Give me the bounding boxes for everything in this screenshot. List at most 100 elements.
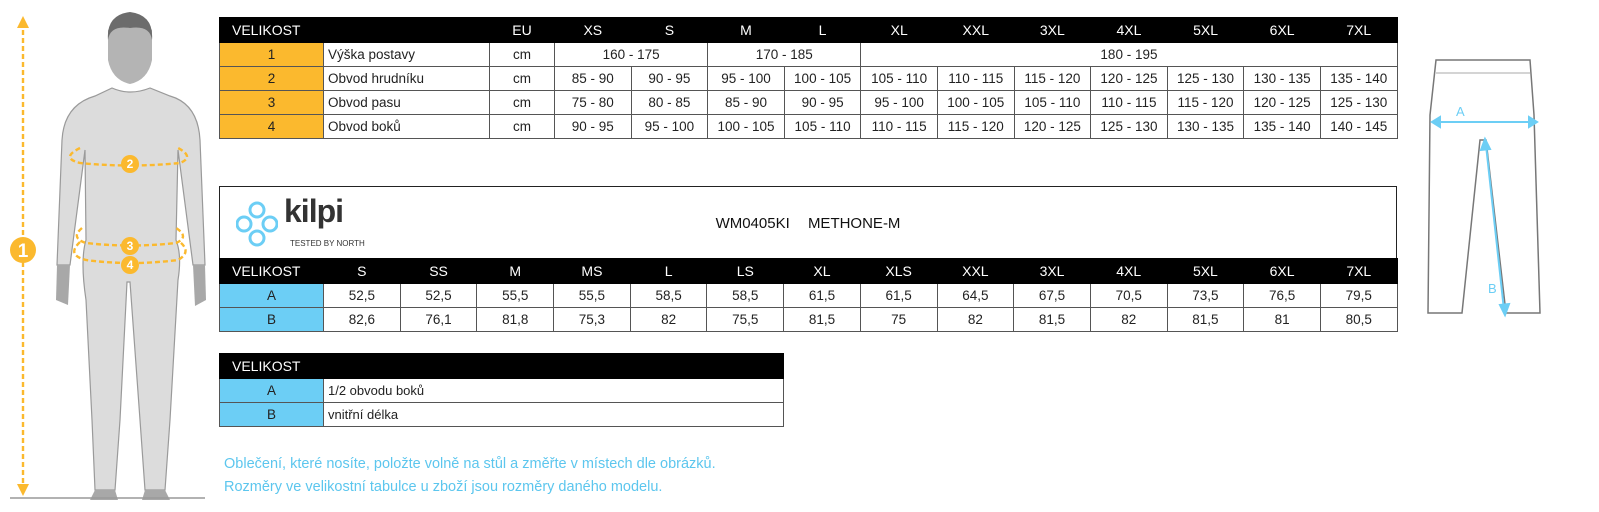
row-label: Obvod hrudníku [323,66,490,91]
table-cell: 120 - 125 [1013,114,1092,139]
table-cell: 90 - 95 [783,90,862,115]
column-header: S [630,17,709,43]
table-cell: 82 [936,307,1015,332]
column-header: XS [554,17,632,43]
table-row: 2 Obvod hrudníku cm 85 - 90 90 - 95 95 - 100 1… [219,66,1398,91]
row-description: 1/2 obvodu boků [323,378,784,403]
body-size-table: VELIKOST EU XS S M L XL XXL 3XL 4XL 5XL 6XL 7XL 1 Výšk… [219,17,1398,139]
column-header: 4XL [1090,17,1168,43]
product-size-table: VELIKOST S SS M MS L LS XL XLS XXL 3XL 4XL 5XL 6XL 7XL… [219,258,1398,332]
table-cell: 64,5 [936,283,1015,308]
table-cell: 130 - 135 [1243,66,1321,91]
table-cell: 80,5 [1319,307,1398,332]
table-cell: 75,5 [706,307,785,332]
column-header: MS [553,258,631,284]
table-cell: 120 - 125 [1090,66,1168,91]
column-header: 6XL [1243,258,1321,284]
row-description: vnitřní délka [323,402,784,427]
row-unit: cm [489,66,555,91]
table-cell: 105 - 110 [783,114,862,139]
table-cell: 140 - 145 [1319,114,1398,139]
table-cell: 100 - 105 [783,66,862,91]
table-cell: 82,6 [323,307,401,332]
note-line-2: Rozměry ve velikostní tabulce u zboží js… [224,479,663,495]
column-header: SS [399,258,478,284]
table-row: 3 Obvod pasu cm 75 - 80 80 - 85 85 - 90 90 - 9… [219,90,1398,115]
table-cell: 81,5 [783,307,861,332]
table-cell: 70,5 [1089,283,1168,308]
table-cell: 67,5 [1013,283,1091,308]
row-key: A [219,378,324,403]
product-header: kilpi Tested by North WM0405KI METHONE-M [219,186,1397,258]
table-cell: 110 - 115 [1090,90,1168,115]
table-row: B 82,6 76,1 81,8 75,3 82 75,5 81,5 75 82 81,5 82 81,… [219,307,1398,332]
pants-marker-b: B [1488,281,1497,296]
svg-text:2: 2 [127,157,134,171]
note-line-1: Oblečení, které nosíte, položte volně na… [224,456,716,472]
pants-measurement-figure: A B [1427,59,1541,318]
table-cell: 58,5 [629,283,708,308]
table-cell: 82 [1089,307,1168,332]
table-cell: 90 - 95 [554,114,632,139]
column-header: 7XL [1319,258,1398,284]
row-number: 1 [219,42,324,67]
column-header: LS [706,258,785,284]
brand-logo-text: kilpi [284,193,344,229]
table-cell: 130 - 135 [1166,114,1245,139]
table-cell: 110 - 115 [860,114,938,139]
table-cell: 115 - 120 [1013,66,1092,91]
column-header: 7XL [1319,17,1398,43]
row-label: Obvod pasu [323,90,490,115]
table-cell: 105 - 110 [1013,90,1092,115]
column-header: 5XL [1166,258,1245,284]
svg-text:3: 3 [127,239,134,253]
column-header: VELIKOST [219,258,324,284]
column-header: XXL [936,258,1015,284]
table-row: A 1/2 obvodu boků [219,378,784,403]
marker-1: 1 [10,237,36,263]
table-cell: 95 - 100 [860,90,938,115]
table-cell: 160 - 175 [553,42,709,67]
table-cell: 100 - 105 [936,90,1015,115]
product-name: METHONE-M [807,215,901,232]
pants-marker-a: A [1456,104,1465,119]
column-header: L [629,258,708,284]
column-header: 5XL [1166,17,1245,43]
row-label: Obvod boků [323,114,490,139]
column-header: L [783,17,862,43]
table-cell: 105 - 110 [860,66,938,91]
table-cell: 61,5 [859,283,938,308]
row-label: Výška postavy [323,42,490,67]
column-header: XL [860,17,938,43]
row-unit: cm [489,114,555,139]
table-cell: 180 - 195 [860,42,1398,67]
column-header: M [707,17,785,43]
row-number: 3 [219,90,324,115]
table-cell: 85 - 90 [554,66,632,91]
table-cell: 75,3 [553,307,631,332]
table-cell: 75 [859,307,938,332]
row-unit: cm [489,90,555,115]
table-row: 1 Výška postavy cm 160 - 175 170 - 185 180 - … [219,42,1398,67]
table-cell: 58,5 [706,283,785,308]
body-measurement-figure: 1 2 3 4 [10,12,206,500]
table-cell: 61,5 [783,283,861,308]
product-code: WM0405KI [715,215,790,232]
column-header: XXL [936,17,1015,43]
column-header: XL [783,258,861,284]
table-cell: 90 - 95 [630,66,709,91]
table-cell: 100 - 105 [707,114,785,139]
table-cell: 85 - 90 [707,90,785,115]
table-cell: 76,5 [1243,283,1321,308]
row-key: B [219,402,324,427]
table-cell: 125 - 130 [1319,90,1398,115]
row-number: 4 [219,114,324,139]
table-cell: 55,5 [553,283,631,308]
table-cell: 110 - 115 [936,66,1015,91]
table-cell: 81,8 [476,307,555,332]
table-cell: 52,5 [323,283,401,308]
table-cell: 95 - 100 [707,66,785,91]
table-cell: 125 - 130 [1090,114,1168,139]
table-cell: 55,5 [476,283,555,308]
